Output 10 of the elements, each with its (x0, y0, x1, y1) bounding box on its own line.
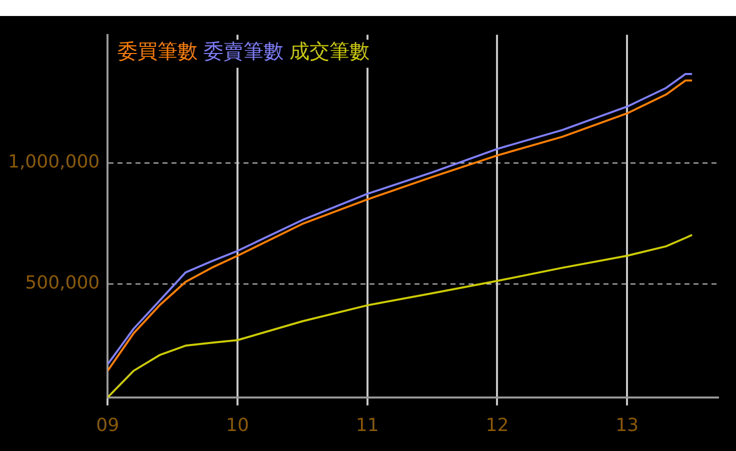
text: 成交筆數 (290, 39, 370, 64)
y-tick-label: 1,000,000 (8, 152, 100, 173)
text: 委賣筆數 (204, 39, 284, 64)
y-tick-label: 500,000 (25, 272, 100, 294)
x-tick-label: 13 (616, 414, 639, 436)
x-tick-label: 11 (356, 414, 379, 436)
x-tick-label: 12 (486, 414, 509, 436)
x-tick-label: 10 (226, 414, 249, 436)
text: 委買筆數 (118, 39, 198, 64)
x-tick-label: 09 (96, 414, 120, 436)
